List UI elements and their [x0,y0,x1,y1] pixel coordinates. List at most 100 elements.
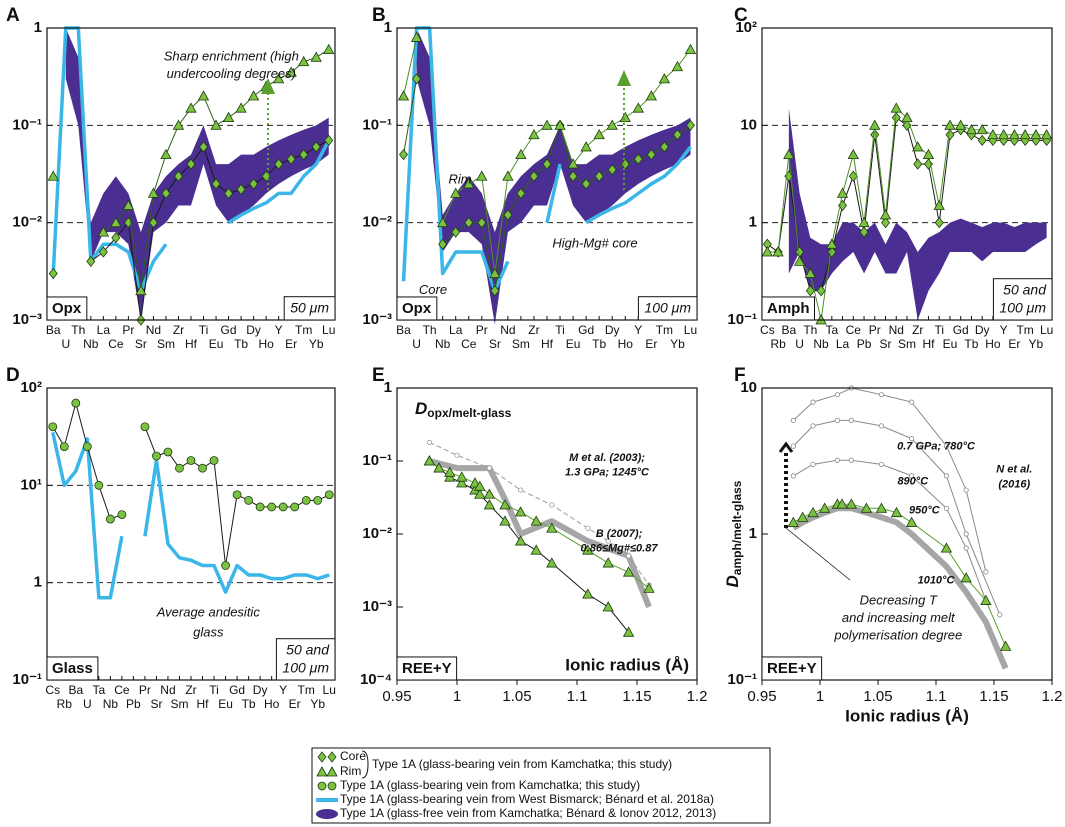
y-tick-label: 10⁻² [362,214,392,231]
x-tick-label: Ba [782,323,797,337]
x-tick-label: Pb [126,697,141,711]
triangle-marker [499,499,511,510]
legend-label: Type 1A (glass-bearing vein from Kamchat… [340,778,640,792]
triangle-marker [890,506,903,518]
triangle-marker [965,123,978,135]
x-tick-label: Ti [555,323,565,337]
series-line [585,145,692,225]
annotation: polymerisation degree [833,628,962,643]
x-tick-label: Yb [1029,337,1044,351]
x-tick-label: La [449,323,463,337]
label-box [46,296,88,321]
x-tick-label: Sr [489,337,501,351]
circle-marker [324,490,334,500]
x-tick-label: Hf [185,337,198,351]
panel-letter: E [372,365,385,386]
triangle-marker [643,582,655,593]
triangle-marker [541,119,553,130]
mineral-label: Opx [52,300,82,317]
annotation: N et al. [996,464,1032,476]
triangle-marker [999,640,1012,651]
circle-marker [152,451,161,461]
triangle-marker [546,522,558,533]
triangle-marker [980,594,992,605]
plot-frame [396,27,698,321]
legend-label: Type 1A (glass-free vein from Kamchatka;… [340,806,716,820]
triangle-marker [632,102,644,113]
x-tick-label: 1 [816,688,824,705]
triangle-marker [499,515,511,526]
x-tick-label: 0.95 [747,688,776,705]
circle-marker [327,781,337,791]
x-tick-label: Ba [396,323,411,337]
triangle-marker [298,55,310,67]
triangle-marker [476,170,488,181]
x-tick-label: Y [275,323,283,337]
triangle-marker [836,187,849,198]
triangle-marker [528,128,540,140]
diamond-marker [870,129,880,141]
x-tick-label: Ce [108,337,124,351]
x-tick-label: Ce [114,683,130,697]
x-tick-label: Ba [46,323,61,337]
x-tick-label: Ce [461,337,477,351]
diamond-marker [633,153,643,165]
x-tick-label: Zr [185,683,196,697]
x-tick-label: Yb [309,337,324,351]
x-tick-label: U [412,337,421,351]
triangle-marker [554,119,566,130]
diamond-marker [607,164,617,176]
diamond-marker [451,226,461,238]
triangle-marker [502,170,514,181]
annotation: Core [419,282,447,297]
triangle-marker [210,119,222,130]
circle-marker [94,480,104,490]
x-tick-label: 1.05 [863,688,892,705]
x-tick-label: 1.15 [622,688,651,705]
arrowhead [617,70,631,86]
y-tick-label: 1 [34,574,42,591]
x-tick-label: Nd [146,323,161,337]
note-box [992,278,1053,321]
annotation: B (2007); [596,528,643,540]
x-tick-label: Th [803,323,817,337]
triangle-marker [474,488,486,499]
open-marker [963,545,969,551]
panel-letter: F [734,365,746,386]
mineral-label: Opx [402,300,432,317]
x-tick-label: 1.1 [926,688,947,705]
triangle-marker [530,544,542,555]
x-tick-label: Er [645,337,657,351]
x-tick-label: Ti [934,323,944,337]
panel: 0.95 1 1.05 1.1 1.15 1.210⁻⁴10⁻³10⁻²10⁻¹1EREE… [360,365,707,705]
triangle-marker [804,267,817,278]
panel-letter: A [6,5,20,26]
arrowhead [778,441,794,453]
note-label: 100 μm [282,660,329,676]
x-tick-label: Th [423,323,437,337]
diamond-marker [805,285,815,297]
mineral-label: REE+Y [402,660,452,677]
circle-marker [198,463,207,473]
y-tick-label: 10⁻¹ [362,452,392,469]
circle-marker [117,510,127,520]
triangle-marker [463,178,475,189]
open-marker [454,452,460,458]
x-tick-label: Sr [150,697,162,711]
circle-marker [105,514,115,524]
x-tick-label: 1 [453,688,461,705]
open-marker [810,423,816,429]
triangle-marker [858,216,870,228]
diamond-marker [859,226,869,238]
circle-marker [301,496,311,505]
diamond-marker [516,187,526,200]
y-tick-label: 1 [384,19,392,36]
triangle-marker [122,199,135,210]
legend-label: Core [340,749,366,763]
x-tick-label: Ce [846,323,862,337]
diamond-marker [568,170,578,182]
open-marker [909,436,915,442]
y-tick-label: 10⁻³ [12,311,42,328]
